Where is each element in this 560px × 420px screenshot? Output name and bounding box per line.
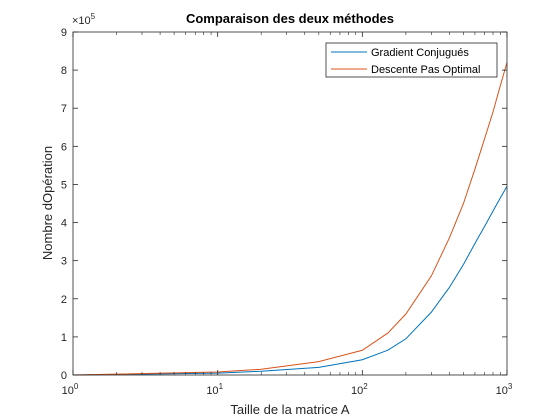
y-tick-label: 1 xyxy=(61,332,67,344)
x-tick-label: 101 xyxy=(206,382,223,397)
x-tick-label: 103 xyxy=(496,382,513,397)
series-layer xyxy=(72,62,508,376)
x-tick-label: 100 xyxy=(62,382,79,397)
y-axis-label: Nombre dOpération xyxy=(40,146,55,260)
y-tick-label: 4 xyxy=(61,218,67,230)
legend-label-descente: Descente Pas Optimal xyxy=(371,64,480,76)
y-multiplier-exponent: 5 xyxy=(91,12,96,21)
y-tick-label: 5 xyxy=(61,179,67,191)
y-multiplier-base: ×10 xyxy=(72,15,91,27)
y-tick-label: 0 xyxy=(61,370,67,382)
x-tick-label: 102 xyxy=(351,382,368,397)
legend: Gradient Conjugués Descente Pas Optimal xyxy=(325,42,498,78)
y-axis: 0 1 2 3 4 5 6 7 8 9 xyxy=(61,27,507,382)
x-axis-label: Taille de la matrice A xyxy=(230,402,350,417)
y-tick-label: 2 xyxy=(61,294,67,306)
y-tick-label: 7 xyxy=(61,103,67,115)
legend-box xyxy=(325,42,498,78)
y-tick-label: 3 xyxy=(61,256,67,268)
series-line-1 xyxy=(72,62,508,376)
legend-label-gradient: Gradient Conjugués xyxy=(371,47,469,59)
plot-area xyxy=(72,31,508,376)
y-tick-label: 6 xyxy=(61,141,67,153)
plot-background xyxy=(73,32,507,375)
y-tick-label: 9 xyxy=(61,27,67,39)
axes-box xyxy=(72,31,508,376)
y-tick-label: 8 xyxy=(61,65,67,77)
chart-title: Comparaison des deux méthodes xyxy=(186,11,394,26)
series-line-0 xyxy=(72,186,508,376)
x-axis: 100 101 102 103 xyxy=(62,32,513,397)
y-multiplier: ×105 xyxy=(72,12,96,27)
